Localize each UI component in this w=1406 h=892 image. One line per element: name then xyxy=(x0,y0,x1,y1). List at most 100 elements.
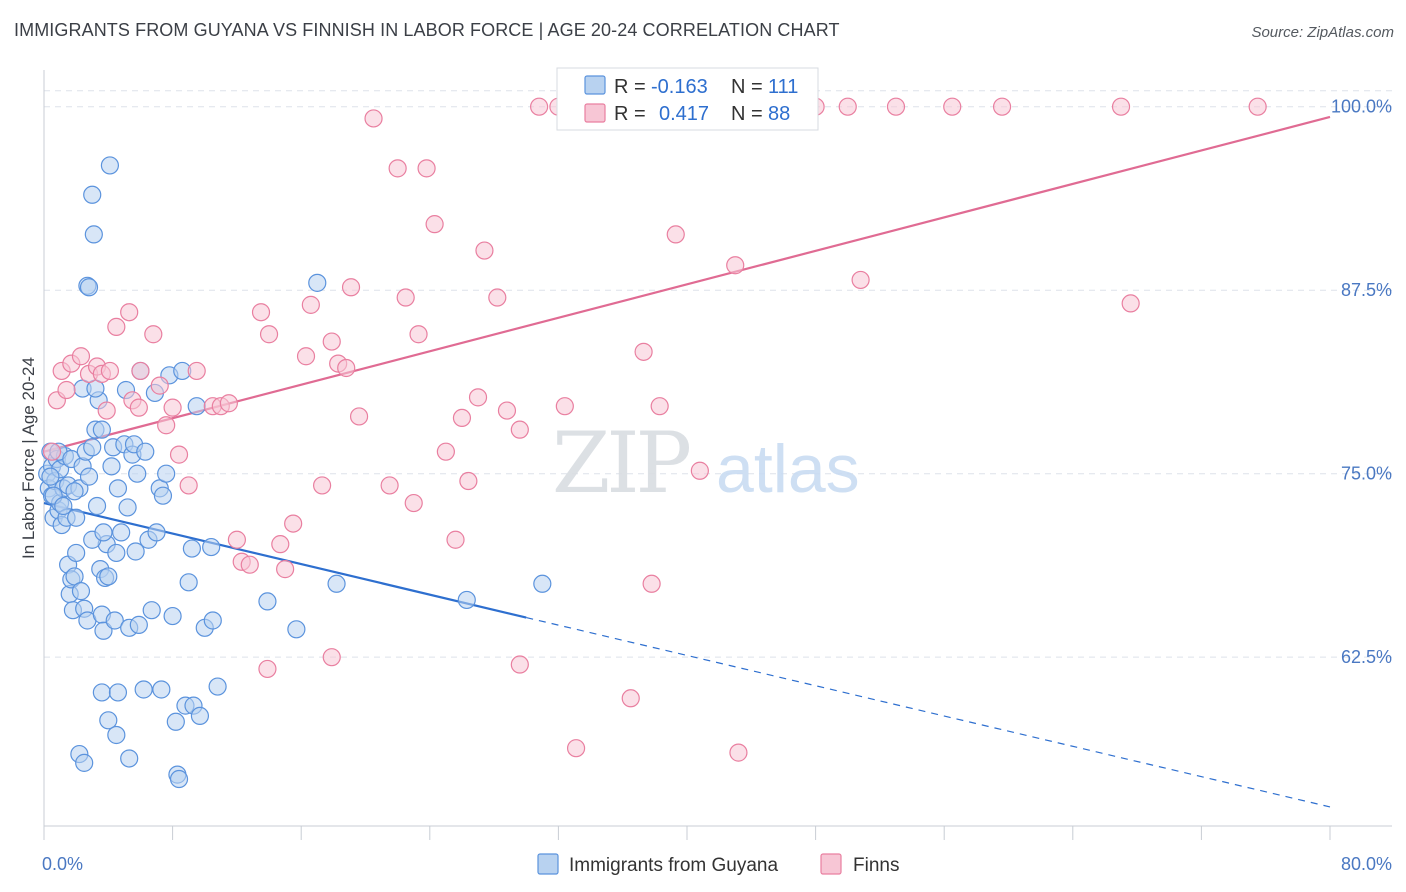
guyana-point-44 xyxy=(84,225,103,244)
finns-point-85 xyxy=(57,380,76,400)
guyana-point-49 xyxy=(94,621,113,640)
guyana-point-110 xyxy=(65,482,84,501)
watermark-atlas: atlas xyxy=(716,431,860,507)
x-tick-label-0: 0.0% xyxy=(42,854,83,874)
watermark: ZIP atlas xyxy=(552,414,860,512)
x-tick-label-1: 80.0% xyxy=(1341,854,1392,874)
guyana-point-89 xyxy=(108,683,128,702)
legend-box: R = -0.163 N = 111 R = 0.417 N = 88 xyxy=(556,67,819,131)
trend-line-guyana-extension xyxy=(526,616,1331,808)
finns-point-17 xyxy=(163,398,182,417)
guyana-point-70 xyxy=(142,601,161,620)
guyana-point-23 xyxy=(54,496,73,516)
finns-point-86 xyxy=(129,398,148,417)
guyana-point-56 xyxy=(108,479,128,498)
legend-n-value-2: 88 xyxy=(768,103,790,125)
guyana-point-52 xyxy=(102,457,121,476)
finns-point-46 xyxy=(425,215,444,234)
finns-point-52 xyxy=(475,241,494,260)
guyana-point-35 xyxy=(83,438,102,457)
finns-point-58 xyxy=(555,397,574,416)
finns-point-50 xyxy=(459,471,478,491)
guyana-point-107 xyxy=(75,753,94,772)
finns-point-43 xyxy=(396,288,415,307)
guyana-point-84 xyxy=(202,537,221,557)
guyana-point-102 xyxy=(327,574,346,593)
finns-point-83 xyxy=(322,648,341,667)
finns-point-78 xyxy=(992,97,1012,116)
finns-point-33 xyxy=(301,295,320,314)
guyana-point-104 xyxy=(533,574,552,593)
finns-point-8 xyxy=(97,401,116,420)
finns-point-66 xyxy=(666,225,685,244)
finns-point-55 xyxy=(510,420,529,439)
guyana-point-55 xyxy=(107,543,126,563)
finns-point-10 xyxy=(107,317,126,336)
finns-point-26 xyxy=(240,555,259,574)
finns-point-27 xyxy=(251,303,271,322)
x-tick-labels: 0.0% 80.0% xyxy=(42,854,1392,874)
guyana-point-90 xyxy=(99,711,118,730)
finns-point-41 xyxy=(380,476,399,495)
chart-title: IMMIGRANTS FROM GUYANA VS FINNISH IN LAB… xyxy=(14,20,840,40)
bottom-legend-swatch-finns xyxy=(820,853,842,875)
finns-point-29 xyxy=(271,535,290,554)
guyana-point-31 xyxy=(71,582,91,601)
guyana-point-64 xyxy=(126,542,145,561)
finns-point-39 xyxy=(349,407,369,426)
guyana-point-77 xyxy=(163,606,182,626)
y-tick-label-0: 100.0% xyxy=(1331,97,1392,117)
finns-point-44 xyxy=(409,325,428,344)
finns-point-82 xyxy=(258,659,277,679)
finns-point-63 xyxy=(634,342,653,361)
guyana-point-81 xyxy=(182,539,201,558)
legend-swatch-finns xyxy=(584,103,606,123)
finns-point-75 xyxy=(851,270,870,290)
guyana-point-88 xyxy=(92,683,111,702)
trend-line-finns xyxy=(43,115,1331,453)
finns-point-19 xyxy=(179,476,198,495)
guyana-point-42 xyxy=(79,278,99,297)
finns-point-40 xyxy=(364,109,383,128)
finns-point-87 xyxy=(404,493,423,513)
finns-point-54 xyxy=(497,401,517,420)
guyana-point-68 xyxy=(136,442,155,461)
legend-r-label-1: R = xyxy=(614,76,646,98)
finns-point-62 xyxy=(621,689,640,708)
finns-point-65 xyxy=(650,397,669,416)
legend-n-value-1: 111 xyxy=(768,76,798,98)
finns-point-70 xyxy=(729,743,748,762)
finns-point-53 xyxy=(488,288,507,307)
guyana-point-75 xyxy=(157,464,176,483)
guyana-point-26 xyxy=(67,508,86,527)
guyana-point-105 xyxy=(190,706,210,726)
guyana-point-20 xyxy=(41,467,60,486)
finns-point-4 xyxy=(71,347,91,366)
series-finns-points xyxy=(42,97,1267,762)
bottom-legend: Immigrants from Guyana Finns xyxy=(537,853,899,876)
guyana-point-54 xyxy=(105,611,124,630)
finns-point-81 xyxy=(1248,97,1267,116)
finns-point-35 xyxy=(322,332,341,351)
guyana-point-103 xyxy=(457,590,476,610)
guyana-point-100 xyxy=(258,592,277,611)
series-guyana-points xyxy=(38,156,552,789)
finns-point-84 xyxy=(510,655,529,674)
finns-point-69 xyxy=(726,256,745,275)
finns-point-68 xyxy=(690,461,709,480)
finns-point-31 xyxy=(284,514,303,533)
finns-point-48 xyxy=(446,530,465,549)
guyana-point-30 xyxy=(67,543,86,563)
guyana-point-43 xyxy=(83,185,102,204)
finns-point-16 xyxy=(157,416,176,435)
y-tick-labels: 100.0% 87.5% 75.0% 62.5% xyxy=(1331,97,1392,667)
finns-point-15 xyxy=(150,376,169,395)
finns-point-23 xyxy=(219,394,238,413)
finns-point-45 xyxy=(417,159,436,178)
finns-point-32 xyxy=(296,347,316,366)
finns-point-11 xyxy=(120,303,139,322)
guyana-point-38 xyxy=(92,420,111,439)
legend-n-label-1: N = xyxy=(731,76,763,98)
finns-point-20 xyxy=(187,361,206,381)
y-tick-label-1: 87.5% xyxy=(1341,280,1392,300)
